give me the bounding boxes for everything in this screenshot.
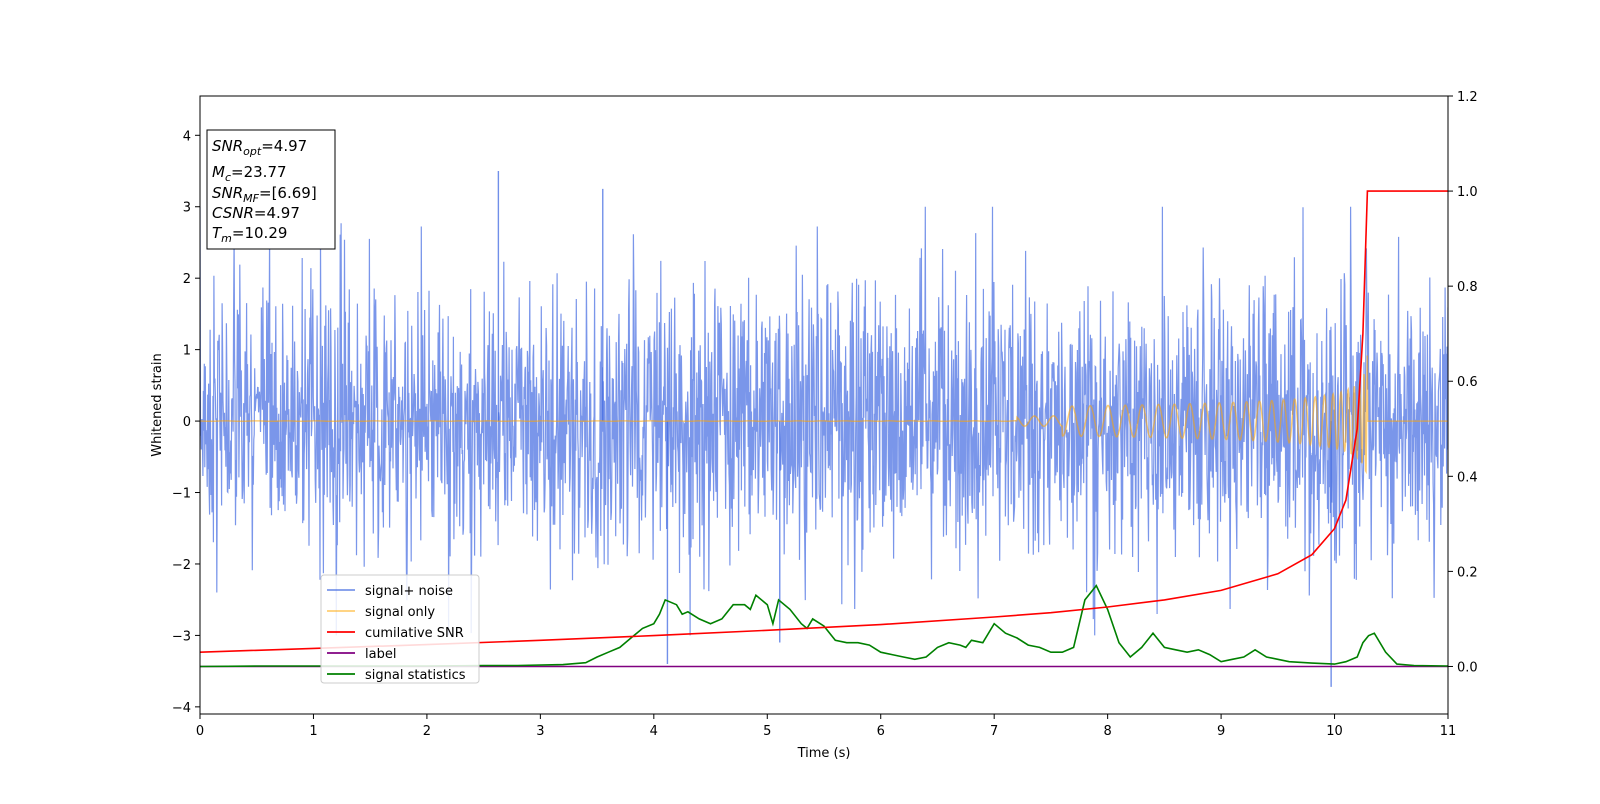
x-tick-label: 7 <box>990 724 998 739</box>
x-tick-label: 10 <box>1326 724 1343 739</box>
series-cumulative-snr <box>200 190 1448 653</box>
y-tick-label: −4 <box>172 701 191 716</box>
x-tick-label: 4 <box>650 724 658 739</box>
x-tick-label: 0 <box>196 724 204 739</box>
legend-label: cumilative SNR <box>365 626 464 641</box>
y-tick-label: −1 <box>172 487 191 502</box>
y-tick-label: −2 <box>172 558 191 573</box>
x-tick-label: 11 <box>1440 724 1457 739</box>
x-tick-label: 6 <box>877 724 885 739</box>
legend-label: label <box>365 647 396 662</box>
y-tick-label: 0 <box>183 415 191 430</box>
y-tick-label: 3 <box>183 201 191 216</box>
y2-tick-label: 0.8 <box>1457 280 1478 295</box>
y2-tick-label: 1.0 <box>1457 185 1478 200</box>
series-signal-statistics <box>200 584 1448 668</box>
x-tick-label: 2 <box>423 724 431 739</box>
y-tick-label: 1 <box>183 344 191 359</box>
legend: signal+ noise signal only cumilative SNR la… <box>320 574 480 684</box>
y2-tick-label: 1.2 <box>1457 90 1478 105</box>
y2-tick-label: 0.4 <box>1457 470 1478 485</box>
annotation-csnr: CSNR=4.97 <box>212 204 300 222</box>
annotation-mc: Mc=23.77 <box>212 163 287 184</box>
x-tick-label: 8 <box>1103 724 1111 739</box>
x-tick-label: 5 <box>763 724 771 739</box>
annotation-snr-mf: SNRMF=[6.69] <box>212 184 317 205</box>
legend-label: signal only <box>365 605 435 620</box>
y-tick-label: 2 <box>183 272 191 287</box>
y-tick-label: 4 <box>183 129 191 144</box>
y2-tick-label: 0.2 <box>1457 565 1478 580</box>
axes-frame <box>199 95 1449 715</box>
legend-label: signal statistics <box>365 668 466 683</box>
annotation-snr-opt: SNRopt=4.97 <box>212 137 307 158</box>
x-tick-label: 9 <box>1217 724 1225 739</box>
series-signal-noise <box>200 206 1448 636</box>
x-tick-label: 1 <box>309 724 317 739</box>
ticks-layer: 0 1 2 3 4 5 6 7 8 9 10 11 −4 −3 −2 −1 0 1 2 3 4 0.0 0.2 0.4 0.6 0… <box>172 90 1478 739</box>
y-tick-label: −3 <box>172 629 191 644</box>
annotation-box: SNRopt=4.97 Mc=23.77 SNRMF=[6.69] CSNR=4… <box>206 129 336 250</box>
y2-tick-label: 0.0 <box>1457 660 1478 675</box>
y-axis-label: Whitened strain <box>150 353 165 456</box>
annotation-tm: Tm=10.29 <box>212 224 287 245</box>
y2-tick-label: 0.6 <box>1457 375 1478 390</box>
legend-frame <box>320 574 480 684</box>
x-axis-label: Time (s) <box>797 746 851 761</box>
x-tick-label: 3 <box>536 724 544 739</box>
legend-label: signal+ noise <box>365 584 453 599</box>
series-signal-only <box>200 355 1448 475</box>
